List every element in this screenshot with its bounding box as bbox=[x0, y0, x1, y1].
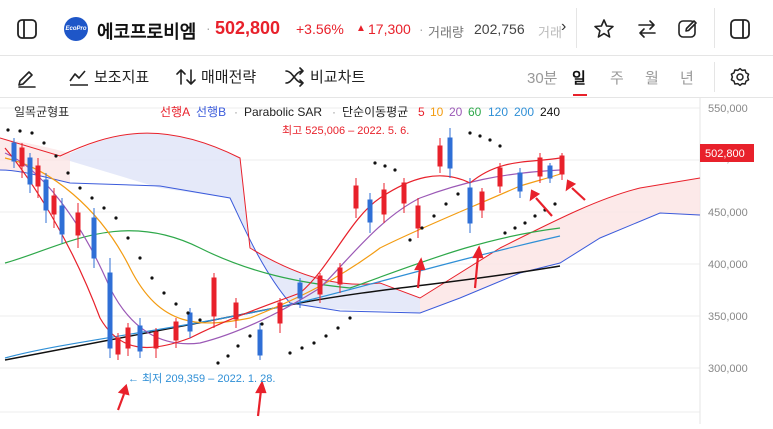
legend-ma240: 240 bbox=[540, 105, 560, 119]
ma60-line bbox=[4, 227, 561, 289]
stock-header: EcoPro 에코프로비엠 · 502,800 +3.56% ▲ 17,300 … bbox=[0, 0, 773, 56]
trend-line-icon bbox=[69, 69, 88, 86]
star-icon bbox=[594, 19, 614, 38]
switch-button[interactable] bbox=[634, 16, 660, 42]
candlesticks bbox=[11, 128, 565, 360]
legend-dot-1: · bbox=[234, 105, 238, 119]
ma5-line bbox=[4, 147, 561, 349]
sidebar-icon bbox=[17, 19, 37, 39]
chart-canvas[interactable]: 일목균형표 선행A 선행B · Parabolic SAR · 단순이동평균 5… bbox=[0, 98, 773, 424]
divider bbox=[714, 62, 715, 92]
period-month-tab[interactable]: 월 bbox=[645, 70, 659, 87]
volume-value: 202,756 bbox=[474, 21, 525, 37]
drawing-tool-button[interactable] bbox=[14, 64, 40, 90]
change-amount: 17,300 bbox=[368, 21, 411, 37]
y-tick: 450,000 bbox=[708, 207, 748, 219]
sidebar-toggle-button[interactable] bbox=[14, 16, 40, 42]
change-up-arrow-icon: ▲ bbox=[356, 23, 366, 34]
price-chart[interactable]: 일목균형표 선행A 선행B · Parabolic SAR · 단순이동평균 5… bbox=[0, 98, 773, 424]
scroll-right-chevron-icon[interactable]: › bbox=[561, 18, 567, 35]
legend-span-b: 선행B bbox=[196, 104, 226, 119]
divider bbox=[714, 8, 715, 48]
ma20-line bbox=[4, 157, 561, 324]
up-down-arrows-icon bbox=[176, 68, 196, 85]
ma10-line bbox=[4, 152, 561, 345]
legend-span-a: 선행A bbox=[160, 104, 190, 119]
legend-sar: Parabolic SAR bbox=[244, 105, 322, 119]
strategy-button[interactable]: 매매전략 bbox=[175, 66, 256, 87]
truncated-label: 거래 bbox=[538, 25, 562, 40]
ichimoku-cloud-bearish bbox=[60, 133, 420, 313]
period-30min-tab[interactable]: 30분 bbox=[527, 70, 558, 87]
chart-settings-button[interactable] bbox=[727, 64, 753, 90]
favorite-button[interactable] bbox=[591, 16, 617, 42]
ichimoku-cloud-early bbox=[0, 138, 70, 183]
legend-ma5: 5 bbox=[418, 105, 425, 119]
annotation-arrows bbox=[116, 179, 586, 417]
leading-span-b-line bbox=[0, 169, 701, 314]
edit-button[interactable] bbox=[675, 16, 701, 42]
legend-ma20: 20 bbox=[449, 105, 463, 119]
swap-arrows-icon bbox=[638, 20, 656, 38]
indicator-button[interactable]: 보조지표 bbox=[68, 66, 149, 87]
divider bbox=[576, 8, 577, 48]
change-percent: +3.56% bbox=[296, 21, 344, 37]
high-price-label: 최고 525,006 – 2022. 5. 6. bbox=[282, 124, 409, 137]
separator: · bbox=[206, 20, 211, 36]
ichimoku-cloud-bullish bbox=[420, 178, 700, 313]
chart-toolbar: 보조지표 매매전략 비교차트 30분 일 주 월 년 bbox=[0, 56, 773, 98]
legend-ma: 단순이동평균 bbox=[342, 105, 408, 119]
period-day-tab[interactable]: 일 bbox=[572, 70, 586, 87]
y-tick: 400,000 bbox=[708, 259, 748, 271]
legend-ma200: 200 bbox=[514, 105, 534, 119]
legend-ma10: 10 bbox=[430, 105, 444, 119]
legend-ma120: 120 bbox=[488, 105, 508, 119]
current-price-tag: 502,800 bbox=[705, 148, 745, 160]
legend-ma60: 60 bbox=[468, 105, 482, 119]
active-tab-indicator bbox=[573, 94, 587, 96]
compare-chart-button[interactable]: 비교차트 bbox=[284, 66, 365, 87]
crossing-arrows-icon bbox=[285, 66, 304, 87]
panel-toggle-button[interactable] bbox=[727, 16, 753, 42]
low-price-label: ← 최저 209,359 – 2022. 1. 28. bbox=[128, 372, 275, 385]
y-tick: 550,000 bbox=[708, 103, 748, 115]
stock-name[interactable]: 에코프로비엠 bbox=[97, 22, 197, 42]
pencil-square-icon bbox=[678, 20, 697, 38]
current-price: 502,800 bbox=[215, 18, 281, 38]
y-tick: 350,000 bbox=[708, 311, 748, 323]
panel-right-icon bbox=[730, 19, 750, 39]
leading-span-a-line bbox=[0, 132, 701, 299]
gear-icon bbox=[730, 67, 750, 87]
volume-label: 거래량 bbox=[428, 25, 464, 40]
pen-draw-icon bbox=[18, 71, 36, 88]
period-year-tab[interactable]: 년 bbox=[680, 70, 694, 87]
current-price-tag-bg bbox=[700, 144, 754, 162]
indicator-title: 일목균형표 bbox=[14, 105, 69, 119]
separator-2: · bbox=[419, 21, 424, 37]
y-tick: 300,000 bbox=[708, 363, 748, 375]
stock-logo: EcoPro bbox=[64, 17, 88, 41]
ma120-line bbox=[4, 235, 561, 359]
period-week-tab[interactable]: 주 bbox=[610, 70, 624, 87]
parabolic-sar-dots bbox=[6, 128, 557, 365]
legend-dot-2: · bbox=[332, 105, 336, 119]
